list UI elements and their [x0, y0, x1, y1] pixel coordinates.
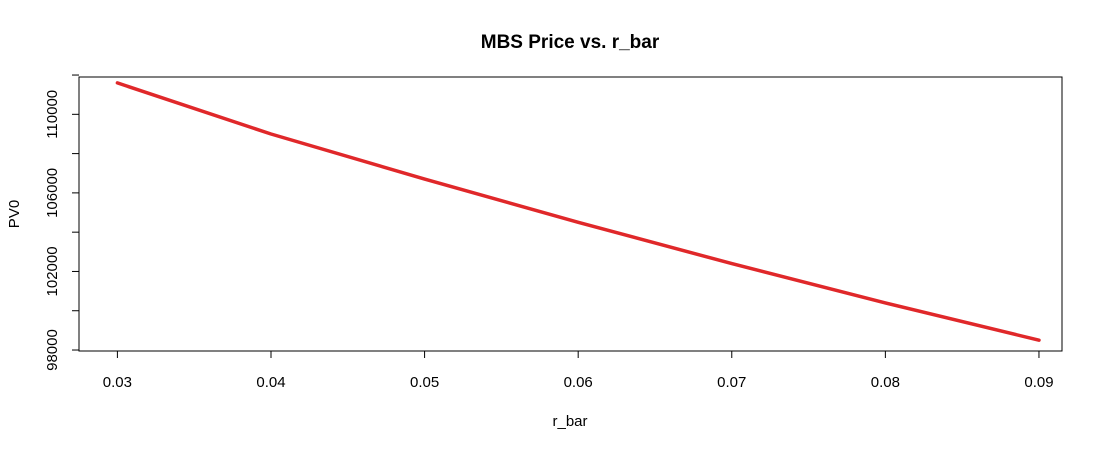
x-tick-label: 0.07 — [717, 374, 746, 391]
x-axis-label: r_bar — [552, 413, 587, 430]
x-tick-label: 0.06 — [564, 374, 593, 391]
y-tick-label: 98000 — [44, 329, 61, 371]
plot-frame — [78, 76, 1063, 352]
series-layer — [115, 81, 1041, 342]
y-tick-label: 106000 — [44, 168, 61, 218]
x-tick-label: 0.09 — [1024, 374, 1053, 391]
chart-title: MBS Price vs. r_bar — [481, 32, 660, 53]
y-tick-label: 110000 — [44, 90, 61, 139]
y-axis: 98000 102000 106000 110000 — [44, 74, 79, 371]
y-axis-label: PV0 — [6, 200, 23, 228]
series-line — [115, 81, 1041, 342]
x-tick-label: 0.04 — [256, 374, 285, 391]
y-tick-label: 102000 — [44, 246, 61, 296]
x-axis: 0.03 0.04 0.05 0.06 0.07 0.08 0.09 — [103, 351, 1054, 391]
x-tick-label: 0.03 — [103, 374, 132, 391]
x-tick-label: 0.08 — [871, 374, 900, 391]
x-tick-label: 0.05 — [410, 374, 439, 391]
